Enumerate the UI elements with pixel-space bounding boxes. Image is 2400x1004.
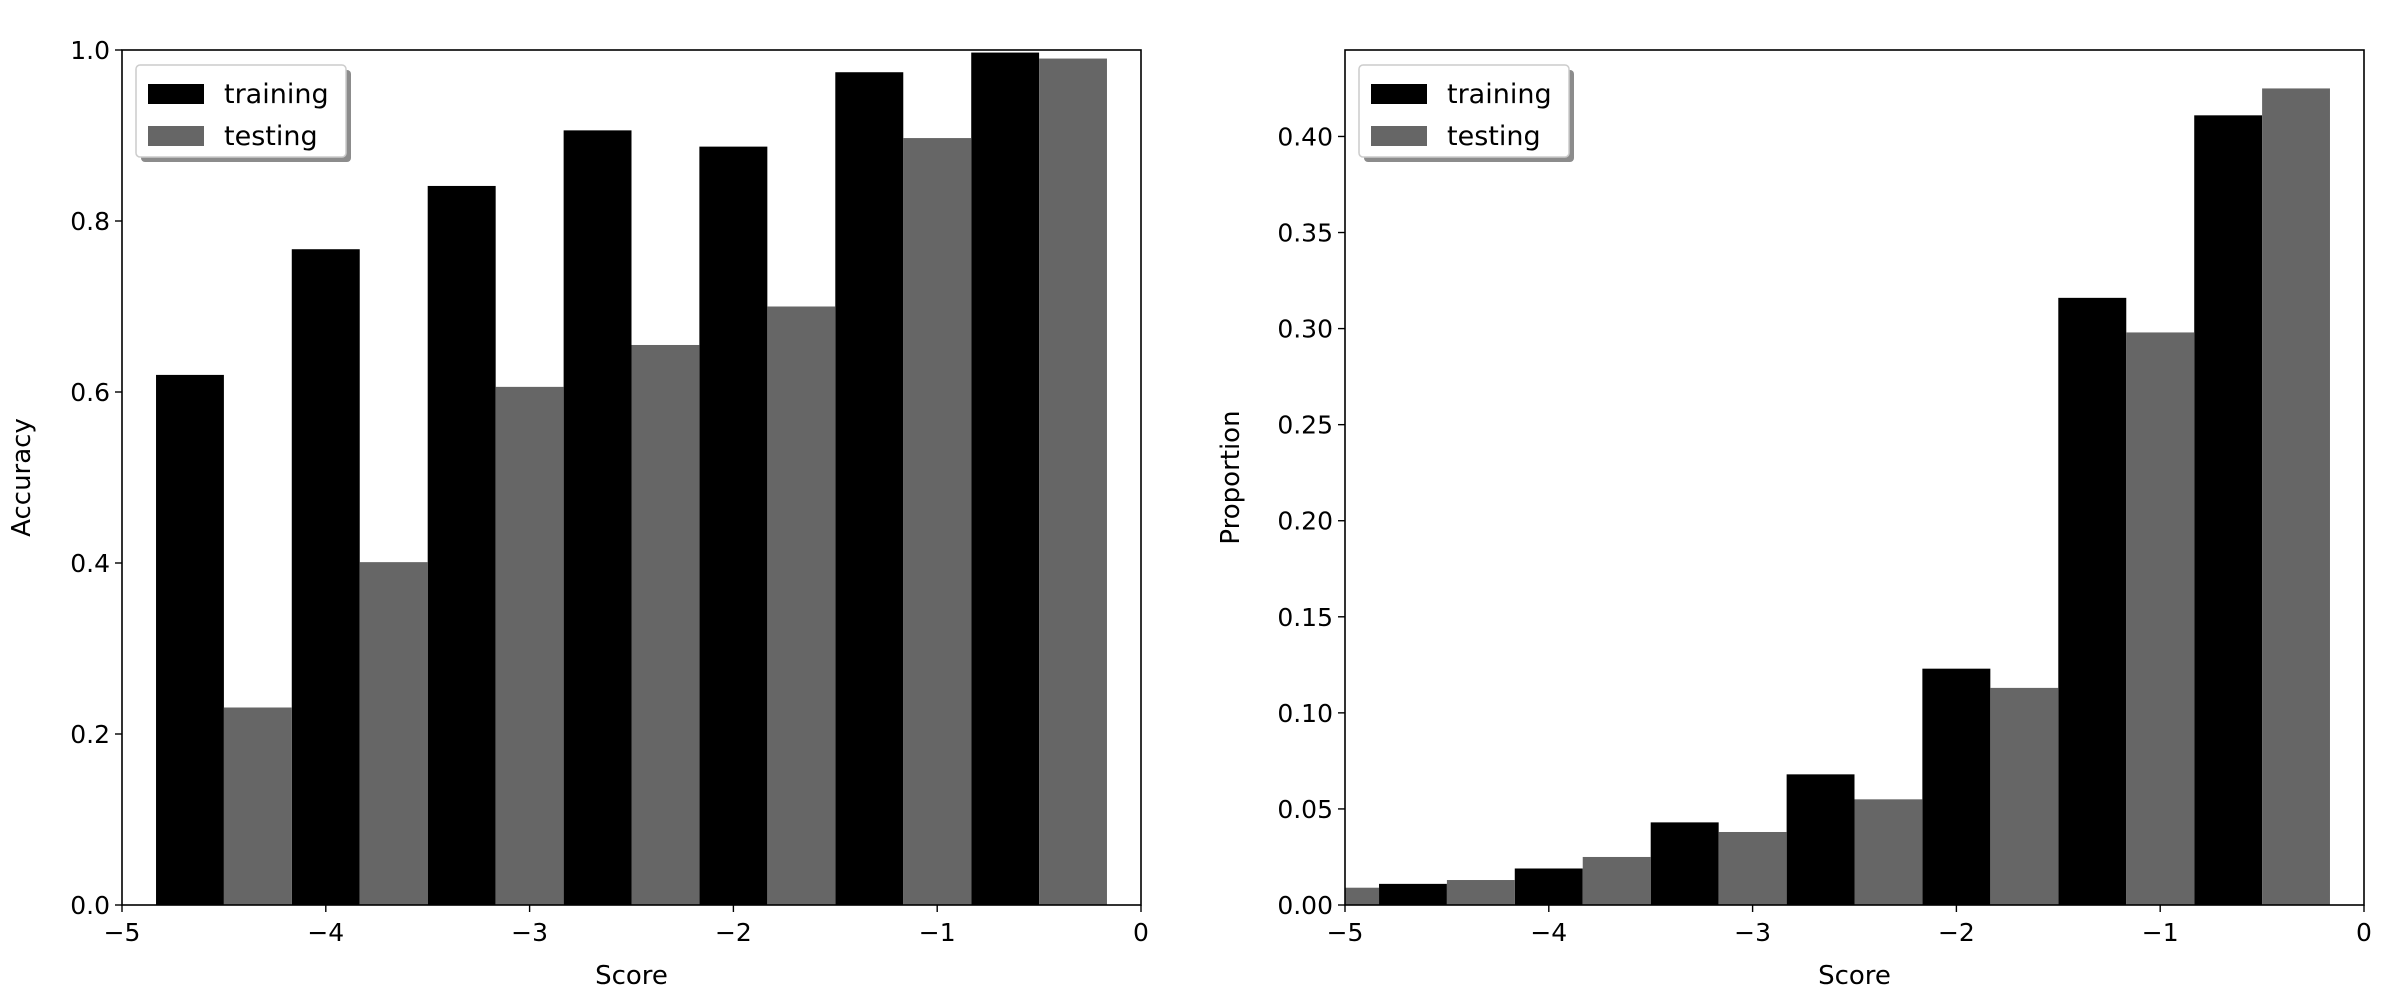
bar-training [1922, 668, 1991, 905]
bar-training [156, 374, 224, 905]
y-tick-label: 0.10 [1277, 699, 1333, 728]
y-tick-label: 0.4 [70, 549, 110, 578]
bar-testing [2126, 332, 2195, 905]
y-tick-label: 0.30 [1277, 315, 1333, 344]
y-axis-label: Accuracy [7, 418, 37, 537]
legend-swatch-training [148, 84, 204, 104]
legend-swatch-testing [1371, 126, 1427, 146]
legend-swatch-testing [148, 126, 204, 146]
bar-testing [2262, 88, 2330, 906]
y-axis-label: Proportion [1216, 410, 1246, 544]
bar-training [1379, 883, 1447, 905]
x-tick-label: −1 [2142, 918, 2179, 947]
y-tick-label: 0.00 [1277, 891, 1333, 920]
bar-training [2194, 115, 2263, 905]
y-tick-label: 0.8 [70, 207, 110, 236]
plot-area-frame [1344, 49, 2365, 906]
bar-testing [359, 562, 428, 905]
bar-training [835, 72, 904, 906]
y-tick-label: 0.40 [1277, 122, 1333, 151]
legend-label-testing: testing [224, 121, 318, 152]
x-tick-label: 0 [1133, 918, 1149, 947]
bar-training [1650, 822, 1719, 905]
bar-testing [1854, 799, 1923, 905]
bar-training [699, 146, 768, 905]
bar-training [291, 249, 360, 906]
bar-training [563, 130, 632, 905]
bar-testing [223, 707, 292, 905]
bar-testing [631, 344, 700, 906]
x-tick-label: −1 [919, 918, 956, 947]
bar-testing [1345, 887, 1380, 905]
x-tick-label: −3 [1734, 918, 1771, 947]
y-tick-label: 1.0 [70, 36, 110, 65]
x-axis-label: Score [595, 961, 668, 991]
legend-label-training: training [1447, 79, 1552, 110]
legend-swatch-training [1371, 84, 1427, 104]
legend-label-testing: testing [1447, 121, 1541, 152]
x-tick-label: −2 [715, 918, 752, 947]
bar-testing [1990, 687, 2059, 905]
bar-training [2058, 297, 2127, 906]
y-tick-label: 0.05 [1277, 795, 1333, 824]
bar-testing [903, 138, 972, 905]
bar-testing [1446, 880, 1515, 905]
bar-training [427, 185, 496, 905]
bar-training [1514, 868, 1583, 905]
x-axis-label: Score [1818, 961, 1891, 991]
x-tick-label: −5 [104, 918, 141, 947]
bar-testing [767, 306, 836, 905]
bar-testing [1718, 831, 1787, 905]
legend-label-training: training [224, 79, 329, 110]
accuracy-chart: −5 −4 −3 −2 −1 0 0.0 0.2 0.4 0.6 0.8 1.0 Score Accura… [7, 36, 1149, 991]
y-tick-label: 0.2 [70, 720, 110, 749]
y-tick-label: 0.20 [1277, 507, 1333, 536]
bar-training [971, 52, 1040, 905]
y-tick-label: 0.15 [1277, 603, 1333, 632]
y-tick-label: 0.6 [70, 378, 110, 407]
plot-area-frame [121, 49, 1142, 906]
y-tick-label: 0.25 [1277, 411, 1333, 440]
y-tick-label: 0.35 [1277, 219, 1333, 248]
x-tick-label: 0 [2356, 918, 2372, 947]
x-tick-label: −4 [307, 918, 344, 947]
x-tick-label: −3 [511, 918, 548, 947]
x-tick-label: −5 [1327, 918, 1364, 947]
x-tick-label: −4 [1530, 918, 1567, 947]
proportion-chart: −5 −4 −3 −2 −1 0 0.00 0.05 0.10 0.15 0.20 0.25 0.30 0… [1216, 49, 2372, 991]
y-tick-label: 0.0 [70, 891, 110, 920]
bar-testing [495, 386, 564, 905]
bar-testing [1582, 856, 1651, 905]
x-tick-label: −2 [1938, 918, 1975, 947]
bar-training [1786, 774, 1855, 905]
bar-testing [1039, 58, 1107, 906]
